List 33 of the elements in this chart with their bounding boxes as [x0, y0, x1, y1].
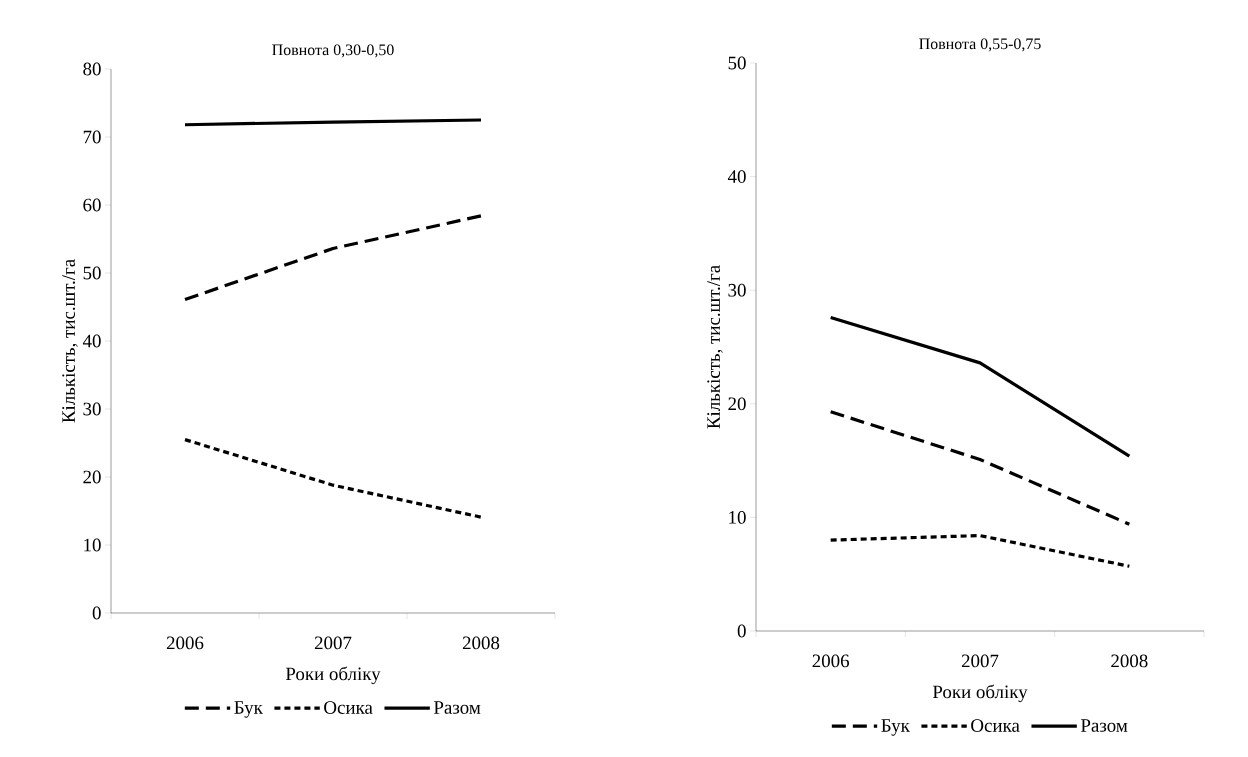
- y-tick-label: 10: [729, 511, 746, 524]
- x-axis-title: Роки обліку: [932, 684, 1028, 703]
- x-tick-label: 2008: [1111, 654, 1148, 668]
- y-tick-label: 10: [84, 538, 101, 552]
- y-tick-label: 40: [727, 170, 746, 183]
- y-tick-label: 60: [83, 198, 101, 212]
- chart-title: Повнота 0,55-0,75: [919, 38, 1041, 52]
- y-axis-title: Кількість, тис.шт./га: [707, 265, 723, 429]
- x-tick-label: 2006: [812, 654, 850, 668]
- y-tick-label: 50: [728, 56, 746, 70]
- legend-label: Осика: [324, 701, 373, 714]
- x-tick-label: 2007: [961, 654, 999, 668]
- y-tick-label: 0: [92, 606, 101, 620]
- y-tick-label: 20: [728, 397, 746, 411]
- legend-label: Осика: [971, 719, 1020, 732]
- x-tick-label: 2008: [462, 636, 500, 650]
- x-tick-label: 2007: [314, 636, 352, 650]
- chart-title: Повнота 0,30-0,50: [272, 44, 394, 58]
- y-tick-label: 30: [83, 402, 101, 416]
- y-tick-label: 20: [83, 470, 101, 484]
- y-tick-label: 70: [83, 130, 101, 144]
- legend-label: Бук: [234, 701, 263, 718]
- legend-label: Разом: [1080, 719, 1128, 732]
- x-axis-title: Роки обліку: [285, 666, 381, 685]
- legend-label: Разом: [433, 701, 481, 714]
- y-tick-label: 50: [83, 266, 101, 280]
- y-tick-label: 80: [83, 62, 101, 76]
- y-tick-label: 40: [82, 334, 101, 348]
- legend-label: Бук: [881, 719, 910, 736]
- y-tick-label: 0: [737, 624, 746, 638]
- y-tick-label: 30: [728, 283, 746, 297]
- y-axis-title: Кількість, тис.шт./га: [62, 259, 78, 423]
- x-tick-label: 2006: [166, 636, 204, 650]
